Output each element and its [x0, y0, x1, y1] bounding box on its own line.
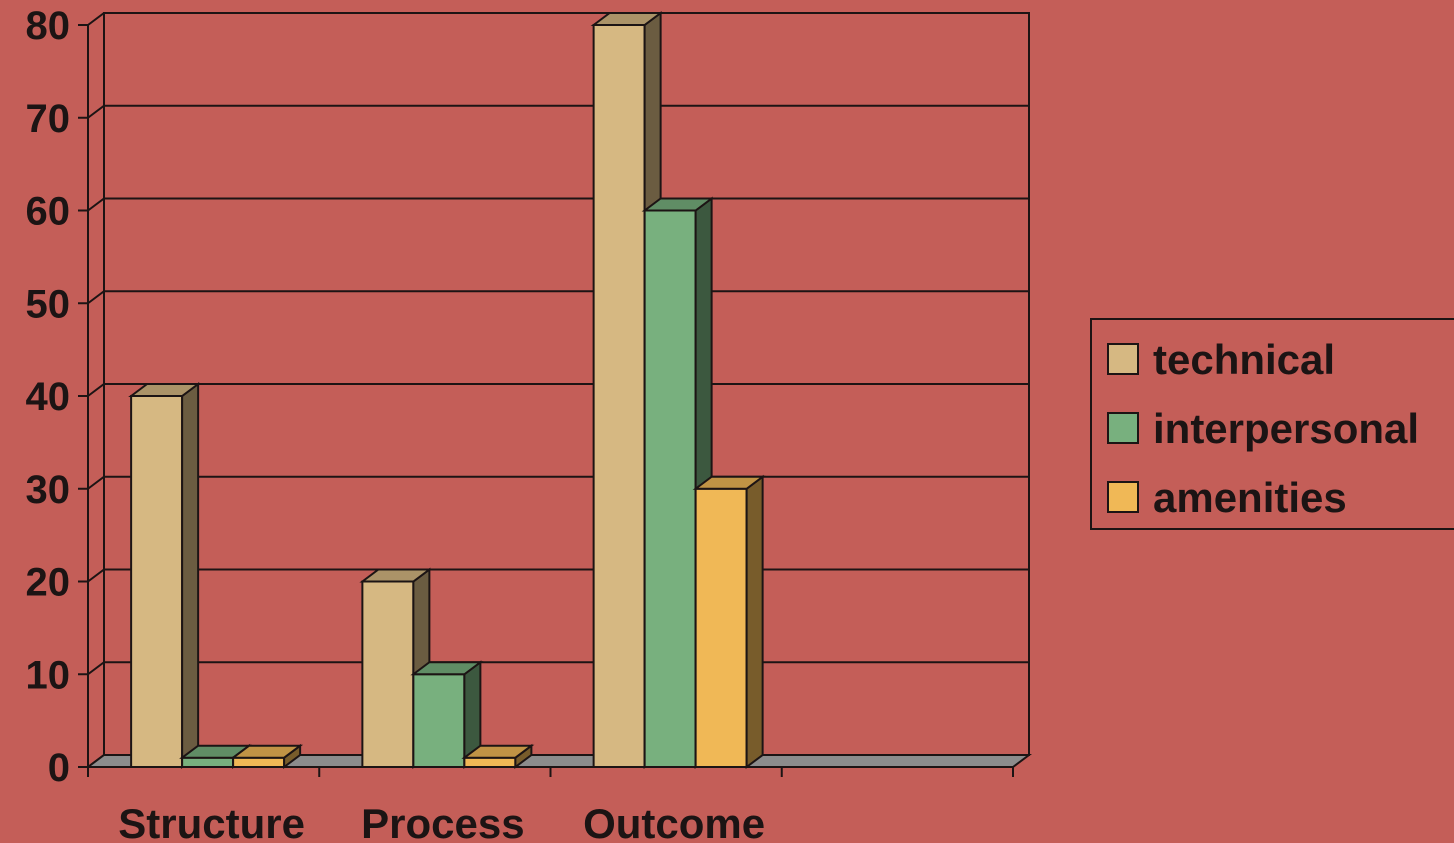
- bar-front: [130, 395, 184, 768]
- bar-front: [592, 24, 646, 768]
- bar-front: [463, 756, 517, 768]
- bar-top: [128, 383, 202, 397]
- legend-swatch: [1107, 412, 1139, 444]
- legend-item: interpersonal: [1107, 405, 1419, 452]
- bar: [128, 382, 202, 769]
- bar-front: [232, 756, 286, 768]
- x-category-label: Process: [361, 800, 524, 843]
- y-tick-labels: 0 10 20 30 40 50 60 70 80: [26, 4, 88, 790]
- legend-item: technical: [1107, 336, 1335, 383]
- bar: [461, 743, 535, 769]
- bar-top: [590, 12, 664, 26]
- y-tick-label: 40: [26, 375, 71, 419]
- bar: [692, 474, 766, 769]
- y-tick-label: 80: [26, 4, 71, 48]
- y-tick-label: 10: [26, 653, 71, 697]
- bar-side: [745, 474, 764, 769]
- gridline: [87, 661, 1029, 676]
- x-category-labels: Structure Process Outcome: [87, 767, 1014, 843]
- axes: [87, 25, 1013, 768]
- x-category-label: Structure: [118, 800, 305, 843]
- bar: [230, 743, 304, 769]
- gridline: [87, 12, 1029, 26]
- legend-box: [1090, 318, 1454, 530]
- gridline: [87, 383, 1029, 397]
- bar-top: [230, 744, 304, 759]
- gridlines: [87, 12, 1029, 768]
- bar-top: [359, 568, 433, 583]
- legend-label: interpersonal: [1153, 405, 1419, 452]
- legend: technical interpersonal amenities: [1090, 318, 1454, 530]
- bar-front: [361, 580, 415, 768]
- y-tick-label: 30: [26, 468, 71, 512]
- y-tick-label: 60: [26, 190, 71, 234]
- legend-label: amenities: [1153, 474, 1347, 521]
- bar-front: [643, 209, 697, 768]
- bar-top: [641, 197, 715, 212]
- y-tick-label: 70: [26, 97, 71, 141]
- bar: [410, 660, 484, 769]
- legend-label: technical: [1153, 336, 1335, 383]
- x-category-label: Outcome: [583, 800, 765, 843]
- bar-front: [181, 756, 235, 768]
- legend-swatch: [1107, 343, 1139, 375]
- bar-top: [692, 475, 766, 490]
- bars: [128, 11, 766, 769]
- bar-side: [181, 382, 200, 769]
- bar-front: [694, 487, 748, 768]
- gridline: [87, 197, 1029, 212]
- bar-top: [410, 661, 484, 676]
- gridline: [87, 568, 1029, 583]
- gridline: [87, 290, 1029, 305]
- y-tick-label: 20: [26, 561, 71, 605]
- y-tick-label: 50: [26, 282, 71, 326]
- gridline: [87, 104, 1029, 119]
- bar-top: [461, 744, 535, 759]
- bar-front: [412, 673, 466, 768]
- y-tick-label: 0: [48, 746, 70, 790]
- legend-item: amenities: [1107, 474, 1347, 521]
- legend-swatch: [1107, 481, 1139, 513]
- gridline: [87, 475, 1029, 490]
